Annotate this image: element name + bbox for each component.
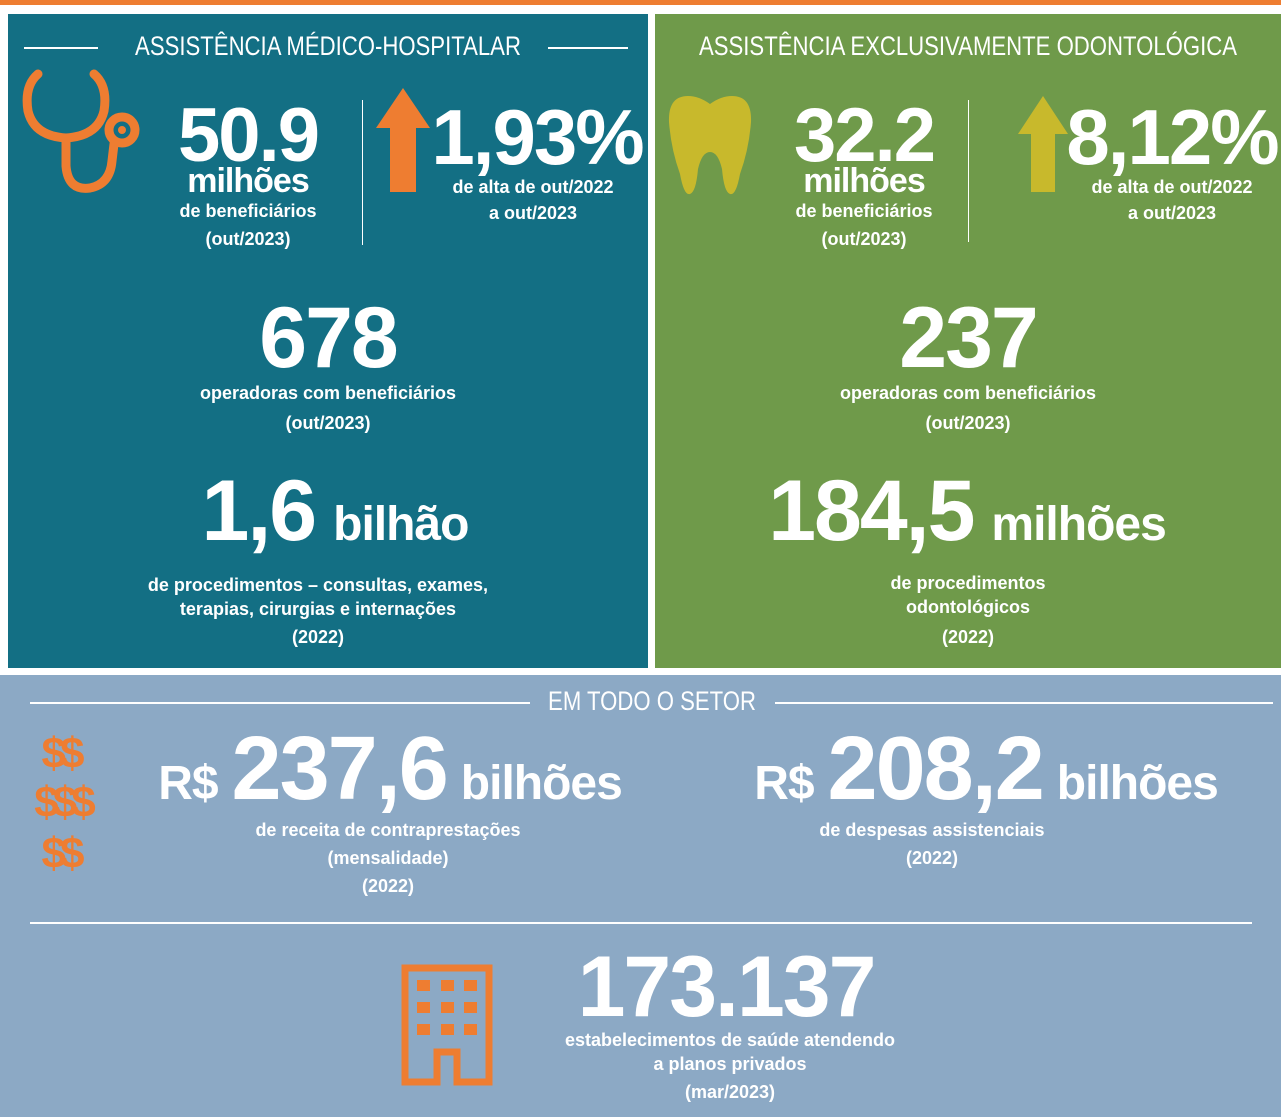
heading-rule (548, 47, 628, 49)
procedures-period: (2022) (941, 627, 995, 647)
expenses-line: de despesas assistenciais (819, 820, 1045, 840)
expenses-unit: bilhões (1056, 757, 1219, 810)
tooth-icon (668, 96, 752, 195)
heading-rule (24, 47, 98, 49)
divider (968, 100, 969, 242)
operators-period: (out/2023) (925, 413, 1011, 433)
procedures-line: terapias, cirurgias e internações (179, 599, 457, 619)
divider (362, 100, 363, 245)
currency: R$ (158, 757, 218, 810)
currency: R$ (754, 757, 814, 810)
beneficiaries-value: 32.2 (794, 93, 936, 178)
establishments-line: estabelecimentos de saúde atendendo (564, 1030, 896, 1050)
expenses-figure: R$ 208,2 bilhões (754, 719, 1219, 819)
beneficiaries-unit: milhões (803, 162, 925, 200)
dollar-icon: $$$ (34, 778, 95, 827)
operators-value: 678 (259, 290, 398, 386)
operators-label: operadoras com beneficiários (199, 383, 457, 403)
sector-panel (0, 675, 1281, 1117)
establishments-period: (mar/2023) (684, 1082, 776, 1102)
establishments-line: a planos privados (653, 1054, 807, 1074)
beneficiaries-period: (out/2023) (205, 229, 291, 249)
procedures-unit: milhões (991, 498, 1166, 551)
up-arrow (376, 88, 430, 192)
expenses-period: (2022) (905, 848, 959, 868)
procedures-line: de procedimentos – consultas, exames, (147, 575, 489, 595)
growth-period: a out/2023 (1127, 203, 1217, 223)
heading-rule (775, 702, 1273, 704)
revenue-figure: R$ 237,6 bilhões (158, 719, 623, 819)
expenses-value: 208,2 (827, 719, 1045, 819)
growth-label: de alta de out/2022 (452, 177, 614, 197)
heading: ASSISTÊNCIA MÉDICO-HOSPITALAR (135, 31, 521, 61)
procedures-figure: 1,6 bilhão (201, 463, 470, 559)
revenue-unit: bilhões (460, 757, 623, 810)
heading: EM TODO O SETOR (548, 686, 756, 716)
revenue-line: de receita de contraprestações (255, 820, 521, 840)
revenue-line: (mensalidade) (327, 848, 449, 868)
growth-label: de alta de out/2022 (1091, 177, 1253, 197)
procedures-line: de procedimentos (890, 573, 1046, 593)
dollar-icon: $$ (41, 829, 85, 878)
revenue-value: 237,6 (231, 719, 449, 819)
procedures-figure: 184,5 milhões (768, 463, 1167, 559)
revenue-period: (2022) (361, 876, 415, 896)
beneficiaries-period: (out/2023) (821, 229, 907, 249)
dollar-icon: $$ (41, 729, 85, 778)
section-rule (30, 922, 1252, 924)
up-arrow (1018, 96, 1068, 192)
top-bar (0, 0, 1281, 5)
heading-rule (30, 702, 530, 704)
operators-label: operadoras com beneficiários (839, 383, 1097, 403)
building-icon (401, 964, 493, 1086)
heading: ASSISTÊNCIA EXCLUSIVAMENTE ODONTOLÓGICA (698, 31, 1238, 61)
growth-value: 1,93% (431, 93, 644, 181)
growth-value: 8,12% (1066, 93, 1279, 181)
beneficiaries-value: 50.9 (178, 93, 320, 178)
stethoscope-icon (22, 69, 140, 193)
beneficiaries-label: de beneficiários (179, 201, 317, 221)
beneficiaries-unit: milhões (187, 162, 309, 200)
operators-period: (out/2023) (285, 413, 371, 433)
procedures-unit: bilhão (333, 498, 469, 551)
beneficiaries-label: de beneficiários (795, 201, 933, 221)
procedures-value: 1,6 (201, 463, 318, 559)
growth-period: a out/2023 (488, 203, 578, 223)
establishments-value: 173.137 (577, 939, 877, 1035)
procedures-line: odontológicos (906, 597, 1030, 617)
procedures-period: (2022) (291, 627, 345, 647)
procedures-value: 184,5 (768, 463, 975, 559)
operators-value: 237 (899, 290, 1038, 386)
